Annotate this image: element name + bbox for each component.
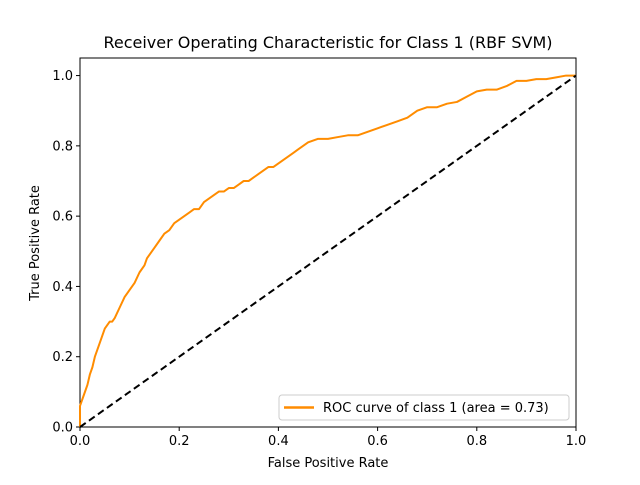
y-tick-label: 0.2	[52, 350, 73, 365]
x-tick-label: 0.6	[367, 434, 388, 449]
y-axis: 0.0 0.2 0.4 0.6 0.8 1.0	[52, 69, 80, 436]
plot-area-frame	[79, 57, 577, 428]
y-tick-label: 0.0	[52, 421, 73, 436]
chance-diagonal-line	[79, 74, 577, 428]
series-layer	[79, 74, 577, 428]
x-axis-label: False Positive Rate	[268, 456, 389, 471]
roc-curve-line	[79, 74, 576, 427]
y-tick-label: 0.6	[52, 210, 73, 225]
y-tick-label: 0.4	[52, 280, 73, 295]
x-tick-label: 0.8	[466, 434, 487, 449]
chart-title: Receiver Operating Characteristic for Cl…	[103, 33, 552, 52]
legend-label-roc: ROC curve of class 1 (area = 0.73)	[323, 401, 549, 416]
x-tick-label: 0.0	[70, 434, 91, 449]
x-axis: 0.0 0.2 0.4 0.6 0.8 1.0	[70, 427, 587, 449]
y-tick-label: 0.8	[52, 139, 73, 154]
x-tick-label: 1.0	[566, 434, 587, 449]
y-axis-label: True Positive Rate	[28, 185, 43, 302]
legend: ROC curve of class 1 (area = 0.73)	[278, 394, 570, 421]
legend-box	[278, 394, 570, 421]
y-tick-label: 1.0	[52, 69, 73, 84]
x-tick-label: 0.2	[169, 434, 190, 449]
x-tick-label: 0.4	[268, 434, 289, 449]
